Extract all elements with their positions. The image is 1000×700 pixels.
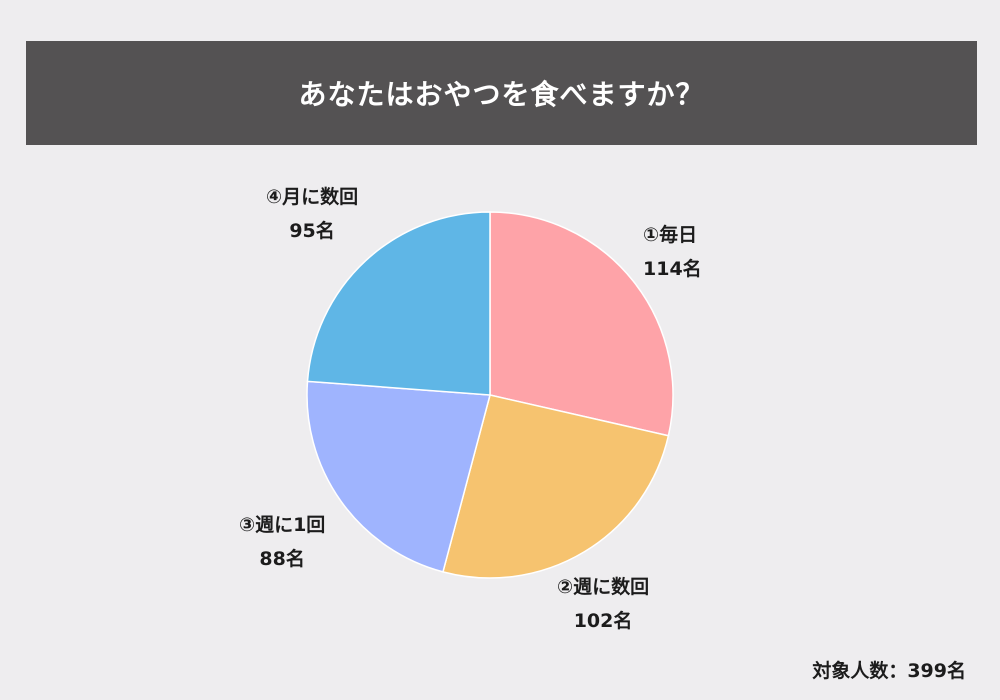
slice-label-several-weekly-name: ②週に数回 — [557, 576, 650, 598]
sample-size-note: 対象人数：399名 — [812, 660, 966, 682]
title-bar: あなたはおやつを食べますか？ — [26, 41, 977, 145]
slice-label-several-weekly-value: 102名 — [573, 610, 633, 632]
slice-label-daily-name: ①毎日 — [643, 224, 698, 246]
slice-label-daily: ①毎日 114名 — [643, 218, 702, 286]
chart-title: あなたはおやつを食べますか？ — [298, 78, 705, 111]
slice-label-several-monthly-name: ④月に数回 — [266, 186, 359, 208]
pie-slice-once-weekly — [306, 380, 491, 573]
slice-label-several-monthly-value: 95名 — [289, 220, 335, 242]
slice-label-several-monthly: ④月に数回 95名 — [266, 180, 358, 248]
pie-slice-several-weekly — [442, 394, 670, 579]
slice-label-daily-value: 114名 — [643, 258, 702, 280]
slice-label-once-weekly: ③週に1回 88名 — [239, 508, 325, 576]
pie-slices — [306, 211, 674, 579]
slice-label-once-weekly-name: ③週に1回 — [239, 514, 326, 536]
pie-slice-daily — [489, 211, 674, 437]
slice-label-several-weekly: ②週に数回 102名 — [557, 570, 649, 638]
pie-slice-several-monthly — [306, 211, 491, 396]
slice-label-once-weekly-value: 88名 — [259, 548, 305, 570]
